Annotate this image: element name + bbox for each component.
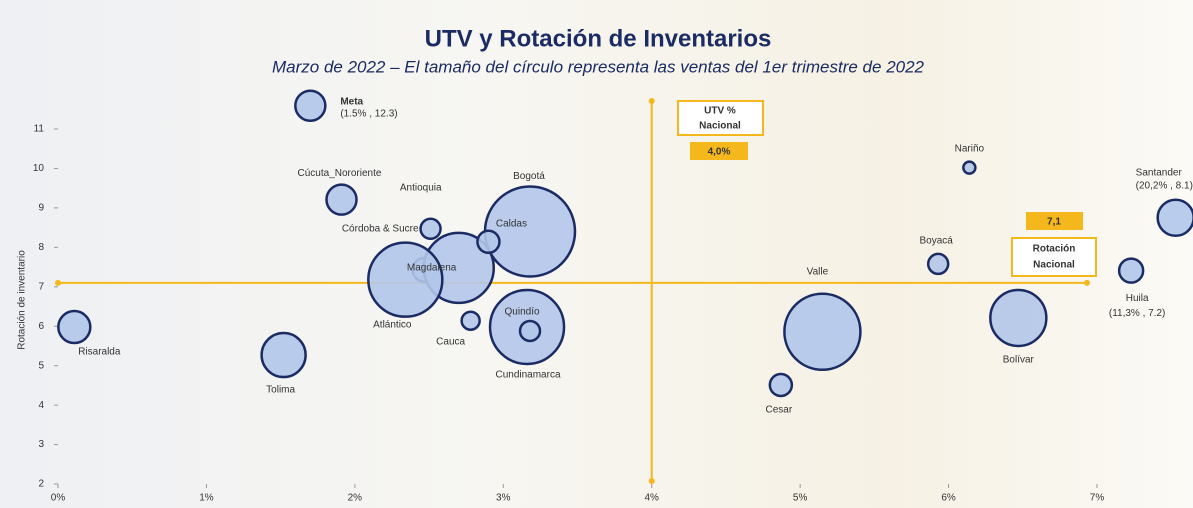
bubble-label: Córdoba & Sucre (342, 223, 419, 234)
x-tick-label: 5% (793, 493, 808, 504)
x-tick-label: 1% (199, 493, 214, 504)
bubble-label: Bogotá (513, 171, 545, 182)
bubble (476, 229, 501, 255)
x-tick-label: 4% (644, 493, 659, 504)
bubble (294, 89, 327, 122)
bubble (926, 252, 950, 276)
x-tick-label: 2% (348, 493, 363, 504)
bubble (483, 185, 577, 278)
bubble-label: Atlántico (373, 319, 412, 330)
ref-value: 4,0% (708, 147, 731, 158)
bubble (989, 288, 1048, 348)
bubble-label: Valle (807, 266, 829, 277)
x-tick-label: 3% (496, 493, 511, 504)
y-axis-label: Rotación de inventario (17, 250, 28, 350)
bubble-note: (20,2% , 8.1) (1136, 180, 1193, 191)
y-tick-label: 3 (38, 439, 44, 450)
bubble (1156, 198, 1193, 237)
ref-value-box (690, 142, 748, 160)
bubble-label: Cesar (766, 405, 793, 416)
bubble (783, 292, 862, 371)
bubble (518, 319, 542, 343)
bubble (325, 183, 358, 216)
ref-dot (648, 98, 655, 104)
bubble (260, 331, 307, 379)
x-tick-label: 6% (941, 493, 956, 504)
chart-subtitle: Marzo de 2022 – El tamaño del círculo re… (272, 57, 925, 76)
x-tick-label: 0% (51, 493, 66, 504)
chart-title: UTV y Rotación de Inventarios (425, 25, 772, 52)
bubble-label: Antioquia (400, 182, 442, 193)
bubble-label: Magdalena (407, 262, 457, 273)
y-tick-label: 10 (33, 163, 45, 174)
ref-box (677, 100, 764, 136)
bubble-label: Quindío (505, 307, 540, 318)
ref-dot (648, 478, 655, 484)
x-tick-label: 7% (1090, 493, 1105, 504)
bubble-note: (11,3% , 7.2) (1109, 308, 1166, 319)
bubble (57, 309, 92, 345)
ref-dot (1084, 279, 1090, 286)
bubble-label: Meta (340, 96, 363, 107)
ref-value-box (1026, 212, 1083, 230)
bubble-label: Cauca (436, 336, 465, 347)
bubble-label: Santander (1136, 167, 1183, 178)
ref-dot (55, 279, 61, 286)
bubble-label: Huila (1126, 293, 1149, 304)
bubble-label: Boyacá (920, 236, 954, 247)
bubble-label: Bolívar (1003, 355, 1035, 366)
y-tick-label: 4 (38, 400, 44, 411)
ref-label: Nacional (699, 121, 741, 132)
y-tick-label: 2 (38, 479, 44, 490)
y-tick-label: 6 (38, 321, 44, 332)
ref-label: Rotación (1033, 244, 1076, 255)
bubble-label: Cúcuta_Nororiente (298, 168, 382, 179)
ref-value: 7,1 (1047, 217, 1061, 228)
ref-label: Nacional (1033, 260, 1075, 271)
y-tick-label: 9 (38, 203, 44, 214)
bubble-label: Nariño (955, 143, 985, 154)
bubble (367, 241, 444, 318)
bubble-label: Cundinamarca (495, 370, 560, 381)
bubble (460, 310, 481, 331)
y-tick-label: 11 (34, 124, 45, 135)
y-tick-label: 5 (38, 360, 44, 371)
bubble-label: Caldas (496, 218, 527, 229)
bubble-label: Tolima (266, 385, 295, 396)
bubble (768, 372, 794, 398)
bubble-label: Risaralda (78, 347, 121, 358)
ref-box (1011, 237, 1097, 277)
bubble-note: (1.5% , 12.3) (340, 108, 397, 119)
bubble (1117, 257, 1145, 284)
y-tick-label: 7 (38, 281, 44, 292)
y-tick-label: 8 (38, 242, 44, 253)
ref-label: UTV % (704, 106, 736, 117)
bubble (962, 160, 977, 175)
bubble (419, 217, 442, 241)
